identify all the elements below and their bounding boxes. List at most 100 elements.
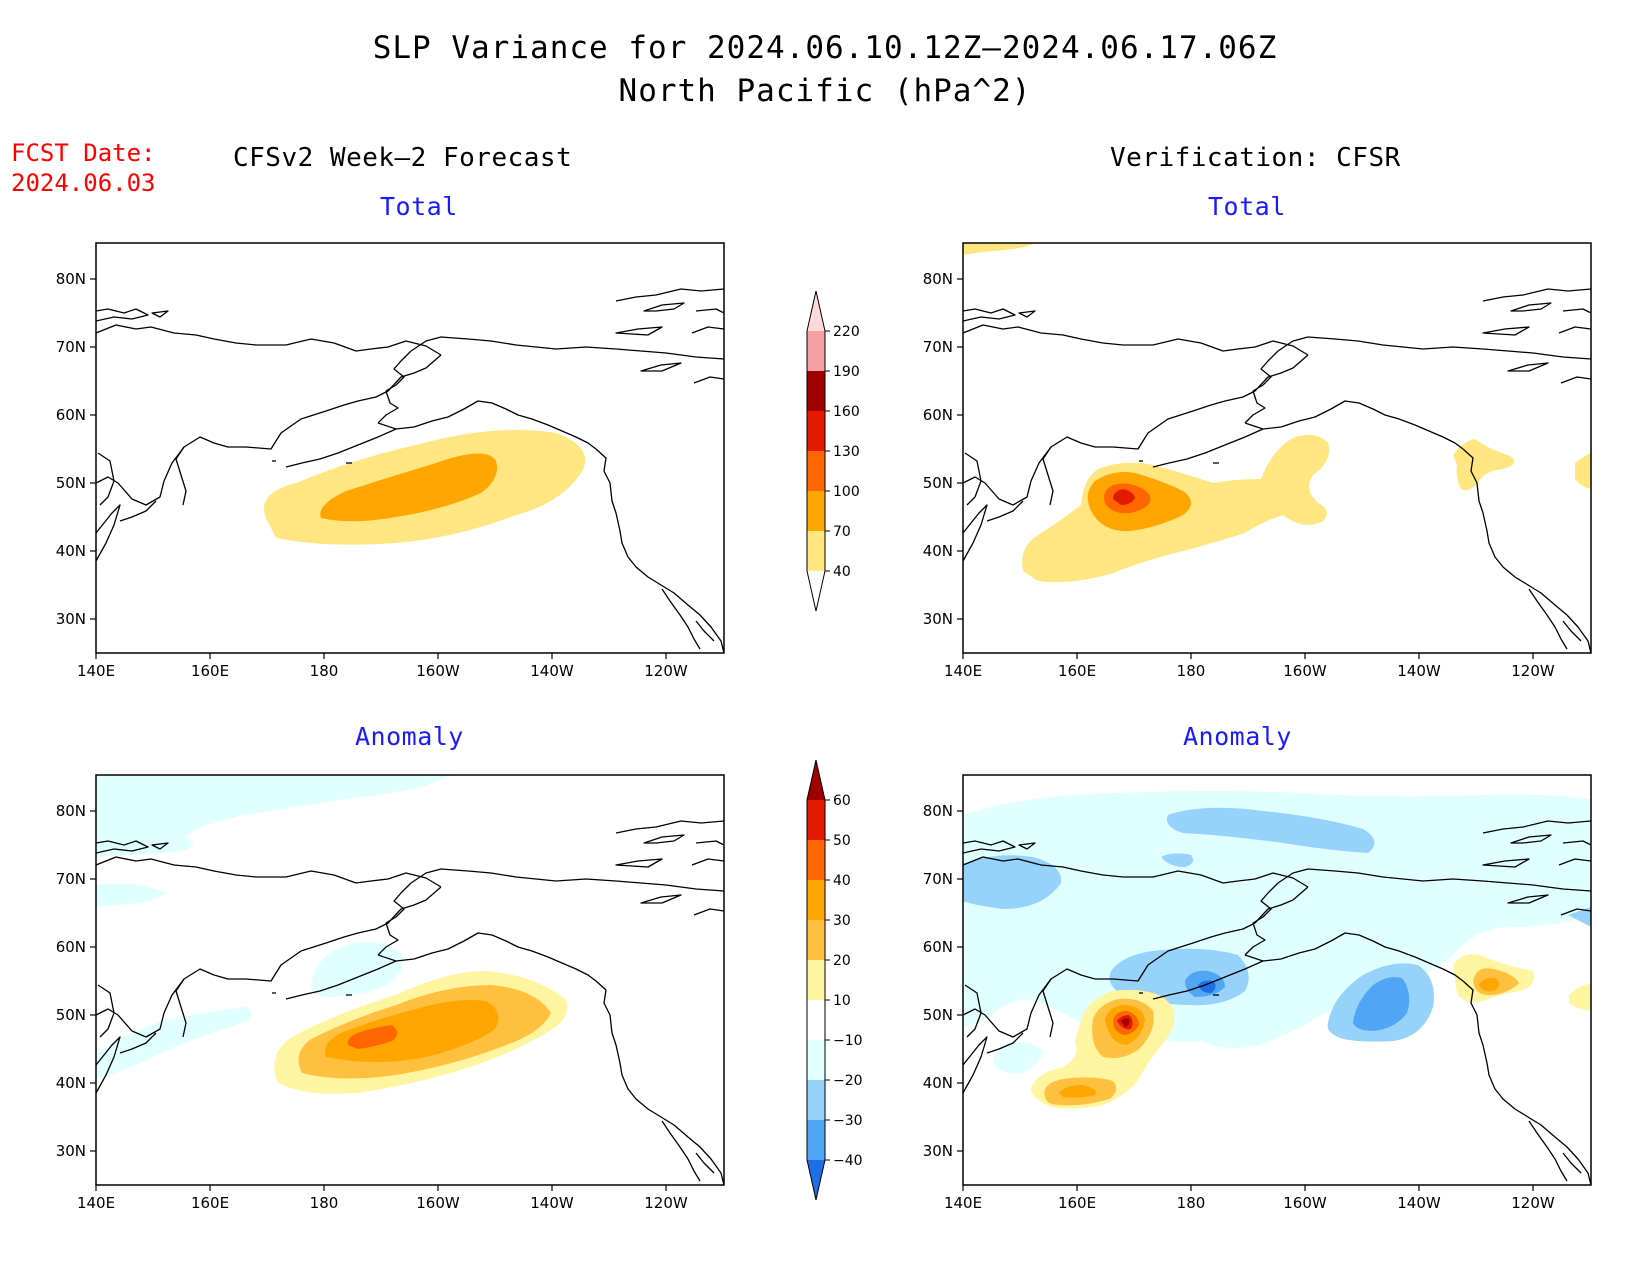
verification-anomaly-pos-60: [1121, 1018, 1130, 1027]
forecast-anomaly-lat-label: 40N: [56, 1074, 86, 1092]
colorbar-anomaly-swatch: [807, 1000, 825, 1040]
verification-anomaly-pos-30-40-3: [1479, 977, 1500, 992]
axes-layer: 140E 160E 180 160W 140W 120W 80N 70N 60N 50N 40N 30…: [56, 270, 1555, 1212]
verification-anomaly-neg-20-30-3: [1161, 853, 1193, 867]
verification-total-subtitle: Total: [1208, 192, 1286, 221]
forecast-anomaly-lat-label: 80N: [56, 802, 86, 820]
verification-total-lon-label: 160W: [1283, 662, 1327, 680]
forecast-total-lat-label: 40N: [56, 542, 86, 560]
colorbar-total-label: 100: [833, 484, 860, 500]
forecast-total-lat-label: 80N: [56, 270, 86, 288]
verification-anomaly-neg-20-30-1: [963, 855, 1062, 909]
verification-total-contour-130-160: [1113, 489, 1135, 505]
forecast-total-subtitle: Total: [380, 192, 458, 221]
fcst-date-label: FCST Date:: [11, 139, 156, 167]
verification-anomaly-lat-label: 30N: [923, 1142, 953, 1160]
forecast-total-lon-label: 120W: [644, 662, 688, 680]
forecast-anomaly-neg-top: [96, 775, 451, 857]
colorbar-anomaly-label: −30: [833, 1113, 863, 1129]
colorbar-anomaly-label: 20: [833, 953, 851, 969]
colorbar-total-swatch: [807, 411, 825, 451]
forecast-anomaly-lon-label: 160W: [416, 1194, 460, 1212]
forecast-anomaly-pos-40-50: [347, 1025, 397, 1049]
verification-total-lat-label: 30N: [923, 610, 953, 628]
forecast-anomaly-lat-label: 70N: [56, 870, 86, 888]
verification-total-lat-label: 60N: [923, 406, 953, 424]
figure-subtitle: North Pacific (hPa^2): [618, 73, 1032, 109]
colorbar-total-swatch: [807, 491, 825, 531]
forecast-anomaly-map: [95, 774, 725, 1186]
figure-title: SLP Variance for 2024.06.10.12Z–2024.06.…: [372, 30, 1278, 66]
forecast-anomaly-lon-label: 160E: [191, 1194, 229, 1212]
forecast-anomaly-frame: [95, 774, 725, 1186]
colorbar-total-swatch: [807, 451, 825, 491]
colorbar-anomaly-label: 50: [833, 833, 851, 849]
colorbar-total-bottom-arrow: [807, 571, 825, 611]
forecast-anomaly-lat-label: 60N: [56, 938, 86, 956]
colorbar-total-label: 220: [833, 324, 860, 340]
colorbar-anomaly-swatch: [807, 960, 825, 1000]
verification-anomaly-lon-label: 160W: [1283, 1194, 1327, 1212]
forecast-total-map: [95, 242, 725, 654]
verification-total-lon-label: 120W: [1511, 662, 1555, 680]
verification-anomaly-subtitle: Anomaly: [1183, 722, 1292, 751]
verification-anomaly-lat-label: 70N: [923, 870, 953, 888]
verification-total-map: [962, 242, 1592, 654]
colorbar-total-swatch: [807, 531, 825, 571]
colorbar-anomaly: 60 50 40 30 20 10 −10 −20 −30 −40: [806, 759, 863, 1201]
colorbar-anomaly-swatch: [807, 840, 825, 880]
forecast-total-lon-label: 160E: [191, 662, 229, 680]
verification-anomaly-neg-40: [1198, 980, 1216, 993]
verification-anomaly-neg-30-40-2: [1353, 977, 1410, 1031]
forecast-anomaly-lat-label: 50N: [56, 1006, 86, 1024]
forecast-total-lon-label: 160W: [416, 662, 460, 680]
colorbar-anomaly-swatch: [807, 1080, 825, 1120]
colorbar-total-label: 160: [833, 404, 860, 420]
verification-total-contour-east-2: [1575, 453, 1591, 489]
verification-total-lat-label: 70N: [923, 338, 953, 356]
verification-anomaly-lon-label: 140W: [1397, 1194, 1441, 1212]
verification-total-lat-label: 80N: [923, 270, 953, 288]
verification-anomaly-map: [962, 774, 1592, 1186]
verification-anomaly-neg-10-20-south: [993, 1042, 1043, 1074]
verification-anomaly-lon-label: 180: [1177, 1194, 1206, 1212]
forecast-anomaly-lon-label: 140E: [77, 1194, 115, 1212]
verification-anomaly-pos-10-20-3: [1569, 983, 1591, 1011]
colorbar-total-label: 70: [833, 524, 851, 540]
colorbar-anomaly-label: −20: [833, 1073, 863, 1089]
colorbar-total-label: 40: [833, 564, 851, 580]
verification-anomaly-neg-20-30-6: [1568, 907, 1591, 927]
forecast-total-lat-label: 50N: [56, 474, 86, 492]
forecast-anomaly-neg-sw: [96, 1007, 252, 1079]
verification-anomaly-lon-label: 120W: [1511, 1194, 1555, 1212]
colorbar-anomaly-label: 60: [833, 793, 851, 809]
colorbar-anomaly-label: −10: [833, 1033, 863, 1049]
colorbar-anomaly-swatch: [807, 1040, 825, 1080]
verification-anomaly-pos-30-40-2: [1059, 1085, 1096, 1098]
forecast-anomaly-lon-label: 120W: [644, 1194, 688, 1212]
colorbar-anomaly-swatch: [807, 1120, 825, 1160]
verification-anomaly-neg-20-30-2: [1167, 807, 1375, 853]
verification-total-lon-label: 140E: [944, 662, 982, 680]
forecast-anomaly-lon-label: 180: [310, 1194, 339, 1212]
verification-anomaly-lat-label: 50N: [923, 1006, 953, 1024]
forecast-total-lat-label: 30N: [56, 610, 86, 628]
verification-total-lat-label: 50N: [923, 474, 953, 492]
forecast-anomaly-lat-label: 30N: [56, 1142, 86, 1160]
verification-column-title: Verification: CFSR: [1110, 143, 1401, 173]
verification-anomaly-lon-label: 160E: [1058, 1194, 1096, 1212]
colorbar-total-top-arrow: [807, 291, 825, 331]
verification-total-lat-label: 40N: [923, 542, 953, 560]
forecast-total-lon-label: 140E: [77, 662, 115, 680]
colorbar-total-label: 130: [833, 444, 860, 460]
forecast-total-frame: [95, 242, 725, 654]
colorbar-anomaly-top-arrow: [807, 760, 825, 800]
forecast-anomaly-subtitle: Anomaly: [355, 722, 464, 751]
colorbar-anomaly-swatch: [807, 880, 825, 920]
verification-anomaly-lat-label: 40N: [923, 1074, 953, 1092]
colorbar-anomaly-swatch: [807, 800, 825, 840]
forecast-total-lon-label: 140W: [530, 662, 574, 680]
forecast-total-lon-label: 180: [310, 662, 339, 680]
colorbar-total-swatch: [807, 331, 825, 371]
